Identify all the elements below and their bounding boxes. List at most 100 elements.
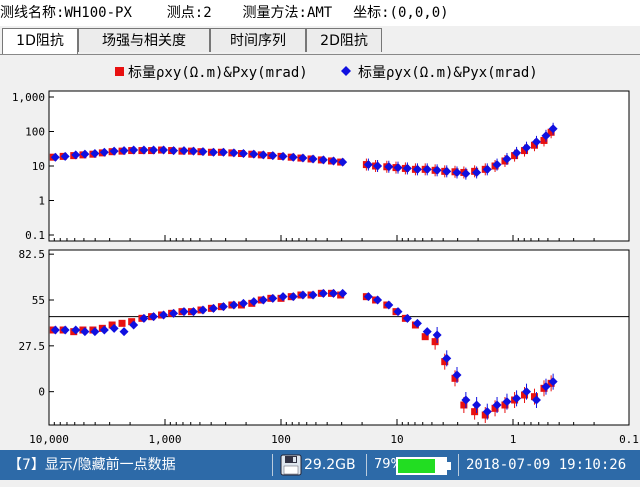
rho-yx-point (238, 149, 248, 159)
datetime: 2018-07-09 19:10:26 (466, 457, 627, 473)
phase-xy-point (421, 333, 429, 341)
phase-yx-point (249, 297, 259, 307)
line-name-label: 测线名称: (0, 5, 65, 21)
rho-yx-point (249, 149, 259, 159)
rho-yx-point (159, 145, 169, 155)
phase-xy-point (441, 358, 449, 366)
x-tick-label: 1 (510, 433, 517, 446)
phase-yx-point (90, 327, 100, 337)
tab-field-coherence[interactable]: 场强与相关度 (78, 28, 210, 52)
rho-yx-point (258, 150, 268, 160)
phase-xy-point (108, 321, 116, 329)
rho-yx-point (338, 157, 348, 167)
rho-yx-point (229, 148, 239, 158)
rho-yx-point (169, 146, 179, 156)
phase-yx-point (461, 395, 471, 405)
phase-yx-point (502, 397, 512, 407)
phase-yx-point (541, 382, 551, 392)
rho-yx-point (129, 145, 139, 155)
y-tick-label: 27.5 (19, 340, 46, 353)
rho-yx-point (541, 131, 551, 141)
x-tick-label: 100 (271, 433, 291, 446)
point-value: 2 (203, 5, 212, 21)
rho-yx-point (472, 167, 482, 177)
phase-xy-point (128, 318, 136, 326)
phase-yx-point (384, 300, 394, 310)
rho-yx-point (71, 150, 81, 160)
battery-percent: 79% (374, 457, 403, 472)
storage-value: 29.2GB (304, 457, 356, 473)
rho-yx-point (90, 149, 100, 159)
tab-time-series[interactable]: 时间序列 (210, 28, 306, 52)
phase-yx-point (109, 323, 119, 333)
phase-yx-point (188, 307, 198, 317)
tab-1d-impedance[interactable]: 1D阻抗 (2, 28, 78, 54)
x-tick-label: 1,000 (148, 433, 181, 446)
phase-yx-point (119, 327, 129, 337)
rho-yx-point (179, 146, 189, 156)
rho-yx-point (119, 146, 129, 156)
phase-yx-point (80, 327, 90, 337)
phase-yx-point (258, 295, 268, 305)
y-tick-label: 10 (32, 160, 45, 173)
divider (272, 454, 273, 476)
phase-xy-point (460, 401, 468, 409)
phase-yx-point (363, 292, 373, 302)
rho-yx-point (402, 163, 412, 173)
y-tick-label: 1,000 (12, 91, 45, 104)
rho-yx-point (50, 152, 60, 162)
rho-yx-point (288, 152, 298, 162)
rho-yx-point (492, 160, 502, 170)
phase-plot-frame (48, 249, 630, 426)
phase-yx-point (71, 325, 81, 335)
method-label: 测量方法: (242, 5, 307, 21)
phase-yx-point (512, 393, 522, 403)
rho-yx-point (363, 160, 373, 170)
phase-xy-point (481, 411, 489, 419)
phase-yx-point (328, 288, 338, 298)
phase-yx-point (149, 312, 159, 322)
battery-fill (398, 459, 435, 473)
battery-icon (396, 456, 452, 475)
rho-yx-point (80, 149, 90, 159)
toggle-previous-point[interactable]: 【7】显示/隐藏前一点数据 (8, 457, 176, 473)
rho-yx-point (422, 164, 432, 174)
line-name-value: WH100-PX (64, 5, 132, 21)
rho-yx-point (502, 154, 512, 164)
rho-yx-point (328, 156, 338, 166)
rho-yx-point (461, 169, 471, 179)
tab-2d-impedance[interactable]: 2D阻抗 (306, 28, 382, 52)
rho-yx-point (531, 137, 541, 147)
rho-yx-point (442, 166, 452, 176)
phase-xy-point (431, 338, 439, 346)
rho-yx-point (432, 165, 442, 175)
x-tick-label: 10 (390, 433, 403, 446)
phase-yx-point (129, 320, 139, 330)
rho-yx-point (318, 155, 328, 165)
rho-yx-point (109, 146, 119, 156)
rho-yx-point (298, 153, 308, 163)
method-value: AMT (306, 5, 333, 21)
rho-yx-point (482, 164, 492, 174)
rho-xy-point (530, 141, 538, 149)
rho-yx-point (278, 151, 288, 161)
phase-yx-point (229, 300, 239, 310)
rho-yx-point (512, 148, 522, 158)
phase-yx-point (442, 353, 452, 363)
phase-points (49, 288, 558, 423)
phase-yx-point (268, 293, 278, 303)
x-tick-label: 10,000 (29, 433, 69, 446)
phase-xy-point (118, 319, 126, 327)
phase-xy-point (471, 408, 479, 416)
phase-yx-point (373, 295, 383, 305)
phase-yx-point (412, 318, 422, 328)
phase-xy-point (530, 393, 538, 401)
rho-yx-point (452, 167, 462, 177)
y-tick-label: 0 (38, 386, 45, 399)
rho-yx-point (393, 163, 403, 173)
rho-yx-point (384, 162, 394, 172)
rho-yx-point (99, 147, 109, 157)
phase-xy-point (521, 391, 529, 399)
y-tick-label: 55 (32, 294, 45, 307)
phase-yx-point (318, 288, 328, 298)
